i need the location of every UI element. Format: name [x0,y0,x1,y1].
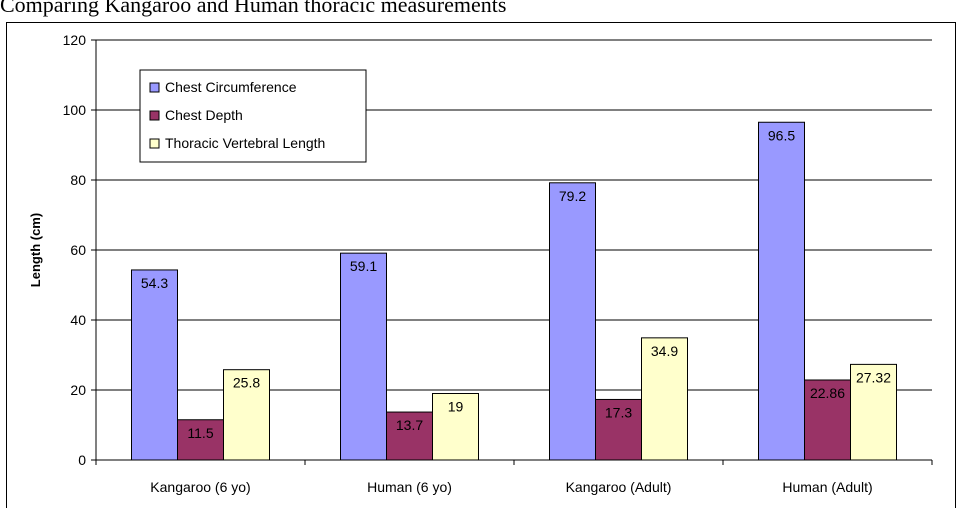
y-tick-label: 100 [63,102,87,118]
y-tick-label: 40 [70,312,86,328]
data-label: 22.86 [810,385,845,401]
legend-swatch [149,138,160,149]
bar [223,369,270,461]
bars-group: 54.3 11.5 25.8 59.1 13.7 19 79.2 17.3 34.9 96.5 22… [131,121,897,461]
y-tick-label: 120 [63,32,87,48]
data-label: 27.32 [856,369,891,385]
y-axis-label: Length (cm) [28,213,43,287]
data-label: 13.7 [396,417,423,433]
y-tick-label: 60 [70,242,86,258]
bar [850,363,897,461]
legend: Chest Circumference Chest Depth Thoracic V… [139,69,367,163]
x-category-label: Human (Adult) [782,479,872,495]
bar [432,393,479,461]
data-label: 59.1 [350,258,377,274]
legend-swatch [149,82,160,93]
x-category-label: Kangaroo (Adult) [566,479,672,495]
data-label: 19 [448,399,464,415]
legend-label: Thoracic Vertebral Length [165,135,325,151]
bar [641,337,688,461]
data-label: 34.9 [651,343,678,359]
x-category-label: Kangaroo (6 yo) [150,479,250,495]
bar [549,182,596,461]
data-label: 17.3 [605,404,632,420]
data-label: 11.5 [187,425,213,441]
bar [758,121,805,461]
data-label: 79.2 [559,188,586,204]
partial-caption-text: Comparing Kangaroo and Human thoracic me… [0,0,507,17]
legend-label: Chest Circumference [165,79,297,95]
axes: 0 20 40 60 80 100 120 Kangaroo (6 yo) Human (6 y… [63,32,933,495]
y-tick-label: 0 [78,452,86,468]
data-label: 96.5 [768,127,795,143]
data-label: 54.3 [141,275,168,291]
legend-label: Chest Depth [165,107,243,123]
y-tick-label: 20 [70,382,86,398]
x-category-label: Human (6 yo) [367,479,452,495]
bar [131,269,178,461]
bar [340,252,387,461]
y-tick-label: 80 [70,172,86,188]
legend-swatch [149,110,160,121]
data-label: 25.8 [233,375,260,391]
legend-box [139,69,367,163]
chart-border [6,22,956,508]
